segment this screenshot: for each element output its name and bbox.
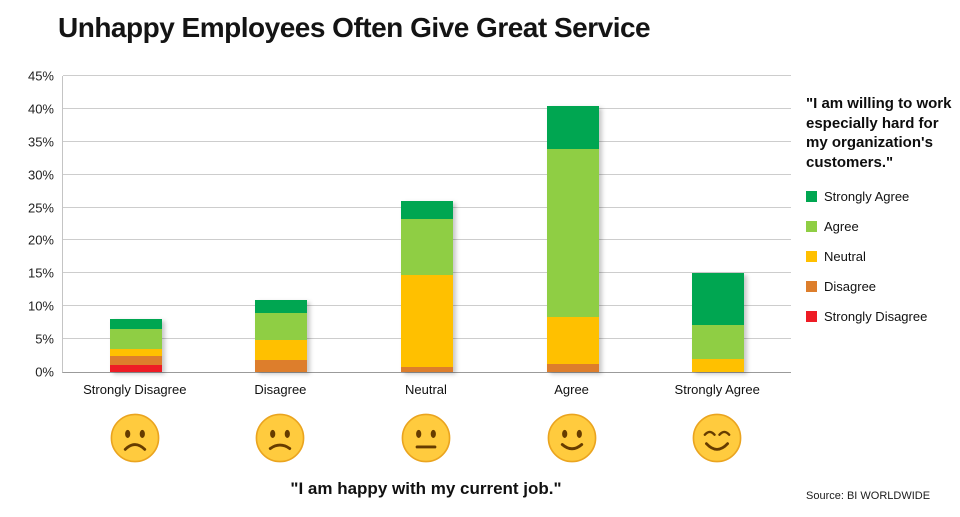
neutral-face-icon [353,411,499,465]
y-tick-label: 30% [27,167,54,183]
bar-strongly-disagree [109,76,162,372]
slightly-smiling-face-icon [499,411,645,465]
y-tick-label: 15% [27,265,54,281]
bar-slot-agree [500,76,646,372]
segment-disagree [546,364,599,372]
bar-strongly-agree [692,76,745,372]
x-label-agree: Agree [554,382,589,397]
legend-item-strongly-agree: Strongly Agree [806,189,956,204]
segment-strongly-disagree [109,365,162,372]
bar-disagree [255,76,308,372]
x-axis-quote: "I am happy with my current job." [290,479,562,498]
legend-item-agree: Agree [806,219,956,234]
legend: Strongly Agree Agree Neutral Disagree Strong… [806,189,956,324]
chart-title: Unhappy Employees Often Give Great Servi… [58,12,651,43]
segment-agree [255,312,308,341]
bar-neutral [400,76,453,372]
legend-swatch-strongly-disagree [806,311,817,322]
legend-title: "I am willing to work especially hard fo… [806,95,952,171]
segment-disagree [109,355,162,366]
bar-slot-strongly-agree [645,76,791,372]
gridline [63,107,791,109]
bar-slot-disagree [209,76,355,372]
y-tick-label: 10% [27,298,54,314]
gridline [63,75,791,76]
side-panel: "I am willing to work especially hard fo… [806,94,956,339]
segment-strongly-agree [692,273,745,325]
y-tick-label: 0% [35,364,54,380]
x-axis-labels: Strongly Disagree Disagree Neutral Agree Str… [62,382,790,397]
segment-strongly-agree [255,299,308,313]
legend-item-strongly-disagree: Strongly Disagree [806,309,956,324]
legend-label: Strongly Agree [824,189,910,204]
segment-neutral [109,349,162,356]
legend-swatch-disagree [806,281,817,292]
bar-agree [546,76,599,372]
x-label-neutral: Neutral [405,382,447,397]
legend-label: Neutral [824,249,866,264]
segment-agree [109,329,162,350]
legend-item-disagree: Disagree [806,279,956,294]
x-label-disagree: Disagree [254,382,307,397]
segment-disagree [255,360,308,372]
gridline [63,140,791,142]
segment-neutral [546,316,599,365]
legend-swatch-neutral [806,251,817,262]
legend-swatch-agree [806,221,817,232]
segment-strongly-agree [109,319,162,330]
segment-strongly-agree [400,201,453,219]
segment-neutral [692,358,745,372]
y-tick-label: 40% [27,101,54,117]
bar-slot-strongly-disagree [63,76,209,372]
chart-area: 0% 5% 10% 15% 20% 25% 30% 35% 40% 45% Strongly Di… [28,69,791,499]
segment-disagree [400,366,453,372]
y-tick-label: 5% [35,331,54,347]
segment-neutral [255,340,308,361]
y-tick-label: 25% [27,200,54,216]
y-tick-label: 45% [27,68,54,84]
segment-agree [692,324,745,359]
emoji-row [62,411,790,465]
segment-neutral [400,274,453,367]
slightly-frowning-face-icon [208,411,354,465]
smiling-face-icon [644,411,790,465]
segment-strongly-agree [546,105,599,150]
x-label-strongly-agree: Strongly Agree [674,382,760,397]
y-tick-label: 20% [27,232,54,248]
gridline [63,173,791,175]
source-text: Source: BI WORLDWIDE [806,490,931,502]
bar-slot-neutral [354,76,500,372]
plot: 0% 5% 10% 15% 20% 25% 30% 35% 40% 45% [28,69,791,380]
x-label-strongly-disagree: Strongly Disagree [83,382,187,397]
legend-item-neutral: Neutral [806,249,956,264]
bars-layer [63,76,791,372]
segment-agree [546,149,599,317]
segment-agree [400,218,453,275]
legend-swatch-strongly-agree [806,191,817,202]
legend-label: Strongly Disagree [824,309,928,324]
y-tick-label: 35% [27,134,54,150]
legend-label: Agree [824,219,859,234]
frowning-face-icon [62,411,208,465]
legend-label: Disagree [824,279,877,294]
